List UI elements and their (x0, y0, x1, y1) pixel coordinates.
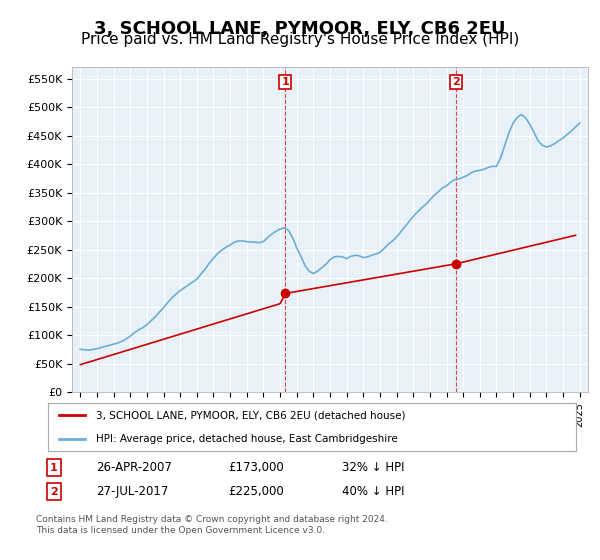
Text: 27-JUL-2017: 27-JUL-2017 (96, 485, 169, 498)
Text: Price paid vs. HM Land Registry's House Price Index (HPI): Price paid vs. HM Land Registry's House … (81, 32, 519, 47)
Text: 32% ↓ HPI: 32% ↓ HPI (342, 461, 404, 474)
Text: £173,000: £173,000 (228, 461, 284, 474)
Text: 2: 2 (452, 77, 460, 87)
Text: 1: 1 (50, 463, 58, 473)
Text: £225,000: £225,000 (228, 485, 284, 498)
Text: HPI: Average price, detached house, East Cambridgeshire: HPI: Average price, detached house, East… (95, 434, 397, 444)
Text: 26-APR-2007: 26-APR-2007 (96, 461, 172, 474)
Text: 3, SCHOOL LANE, PYMOOR, ELY, CB6 2EU (detached house): 3, SCHOOL LANE, PYMOOR, ELY, CB6 2EU (de… (95, 410, 405, 420)
Text: 40% ↓ HPI: 40% ↓ HPI (342, 485, 404, 498)
Text: 1: 1 (281, 77, 289, 87)
Text: Contains HM Land Registry data © Crown copyright and database right 2024.
This d: Contains HM Land Registry data © Crown c… (36, 515, 388, 535)
Text: 2: 2 (50, 487, 58, 497)
Text: 3, SCHOOL LANE, PYMOOR, ELY, CB6 2EU: 3, SCHOOL LANE, PYMOOR, ELY, CB6 2EU (94, 20, 506, 38)
